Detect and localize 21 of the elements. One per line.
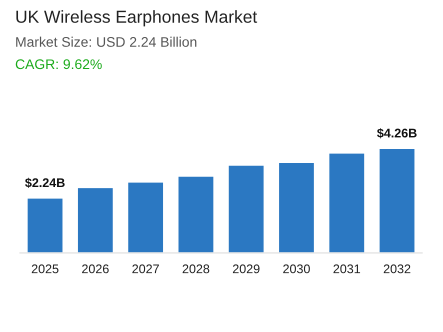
x-tick-label: 2028 — [182, 264, 210, 274]
bar — [278, 162, 316, 253]
x-tick-label: 2026 — [82, 264, 109, 274]
text: CAGR: 9.62% — [16, 59, 102, 70]
x-tick-label: 2032 — [384, 264, 410, 274]
bar — [126, 181, 164, 253]
x-tick-label: 2030 — [283, 264, 310, 274]
x-tick-label: 2029 — [232, 264, 260, 274]
bar — [26, 197, 64, 253]
x-tick-label: 2027 — [132, 264, 159, 274]
bar — [76, 186, 114, 253]
chart-subtitle: Market Size: USD 2.24 Billion — [16, 36, 196, 47]
chart-title: UK Wireless Earphones Market — [16, 10, 258, 26]
data-label: $4.26B — [377, 128, 417, 138]
bar — [177, 175, 215, 253]
bar — [227, 164, 265, 253]
bar — [378, 148, 416, 253]
x-tick-label: 2025 — [32, 264, 58, 274]
data-label: $2.24B — [25, 178, 65, 188]
x-tick-label: 2031 — [333, 264, 360, 274]
bar — [328, 152, 366, 253]
